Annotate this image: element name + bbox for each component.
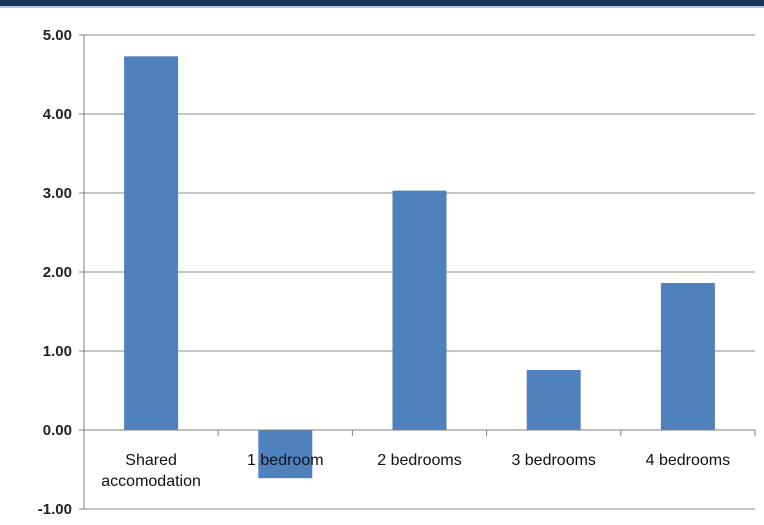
y-tick-label: -1.00	[38, 501, 72, 518]
y-tick-label: 4.00	[43, 106, 72, 123]
bar	[526, 369, 581, 430]
bar	[660, 283, 715, 430]
top-border-highlight	[0, 6, 764, 8]
x-category-label: 4 bedrooms	[646, 452, 731, 469]
x-category-label: 1 bedroom	[247, 452, 324, 469]
top-border	[0, 0, 764, 6]
x-category-label: 3 bedrooms	[511, 452, 596, 469]
y-tick-label: 2.00	[43, 264, 72, 281]
y-tick-label: 0.00	[43, 422, 72, 439]
x-category-label: 2 bedrooms	[377, 452, 462, 469]
y-tick-label: 3.00	[43, 185, 72, 202]
bar	[392, 190, 447, 430]
y-tick-label: 5.00	[43, 27, 72, 44]
y-tick-label: 1.00	[43, 343, 72, 360]
bar	[258, 430, 313, 479]
bar	[124, 56, 179, 431]
x-category-label: Shared accomodation	[101, 452, 201, 490]
